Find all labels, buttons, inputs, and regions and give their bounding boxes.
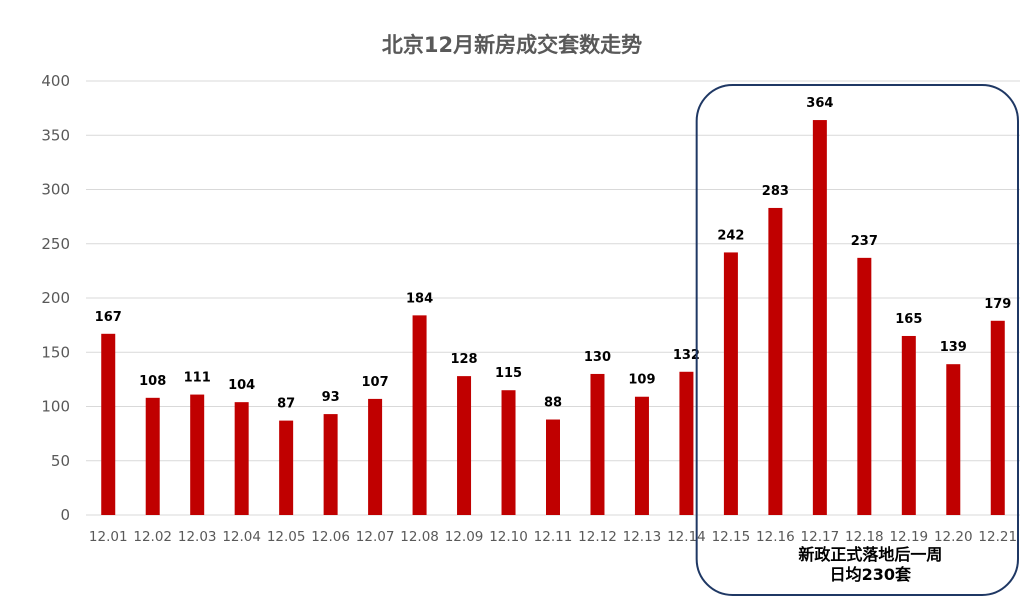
- data-label-12.05: 87: [277, 397, 295, 412]
- bar-12.03: [190, 394, 205, 515]
- bars: [101, 120, 1005, 515]
- data-label-12.07: 107: [362, 375, 389, 390]
- y-axis: 0 50 100 150 200 250 300 350 400: [41, 72, 70, 524]
- bar-12.01: [101, 333, 116, 515]
- x-tick-label: 12.10: [489, 529, 528, 545]
- y-tick-label: 50: [51, 452, 70, 470]
- y-tick-label: 300: [41, 181, 70, 199]
- bar-12.19: [901, 335, 916, 515]
- data-label-12.21: 179: [984, 297, 1011, 312]
- x-tick-label: 12.05: [267, 529, 306, 545]
- x-tick-label: 12.07: [356, 529, 395, 545]
- data-label-12.19: 165: [895, 312, 922, 327]
- x-tick-label: 12.11: [534, 529, 573, 545]
- x-tick-label: 12.13: [623, 529, 662, 545]
- x-tick-label: 12.06: [311, 529, 350, 545]
- x-tick-label: 12.04: [222, 529, 261, 545]
- data-label-12.06: 93: [322, 390, 340, 405]
- data-label-12.11: 88: [544, 396, 562, 411]
- data-label-12.12: 130: [584, 350, 611, 365]
- x-tick-label: 12.08: [400, 529, 439, 545]
- bar-12.02: [145, 397, 160, 515]
- x-tick-label: 12.21: [978, 529, 1017, 545]
- bar-12.16: [768, 207, 783, 515]
- annotation-line: 日均230套: [830, 565, 912, 584]
- data-label-12.18: 237: [851, 234, 878, 249]
- y-tick-label: 200: [41, 289, 70, 307]
- bar-12.07: [368, 398, 383, 515]
- bar-12.18: [857, 257, 872, 515]
- x-tick-label: 12.01: [89, 529, 128, 545]
- x-tick-label: 12.16: [756, 529, 795, 545]
- data-label-12.09: 128: [450, 352, 477, 367]
- chart-title: 北京12月新房成交套数走势: [382, 33, 642, 57]
- x-tick-label: 12.14: [667, 529, 706, 545]
- bar-12.10: [501, 390, 516, 515]
- data-label-12.16: 283: [762, 184, 789, 199]
- y-tick-label: 400: [41, 72, 70, 90]
- bar-12.15: [723, 252, 738, 515]
- data-label-12.04: 104: [228, 378, 255, 393]
- data-label-12.10: 115: [495, 366, 522, 381]
- bar-12.21: [990, 320, 1005, 515]
- data-label-12.17: 364: [806, 96, 833, 111]
- bar-12.11: [546, 419, 560, 515]
- x-axis: 12.01 12.02 12.03 12.04 12.05 12.06 12.07 12.08…: [89, 529, 1017, 545]
- data-label-12.13: 109: [628, 373, 655, 388]
- data-label-12.20: 139: [940, 340, 967, 355]
- data-label-12.14: 132: [673, 348, 700, 363]
- highlight-box: [695, 84, 1020, 596]
- x-tick-label: 12.09: [445, 529, 484, 545]
- data-label-12.15: 242: [717, 228, 744, 243]
- data-label-12.03: 111: [184, 371, 211, 386]
- annotation-line: 新政正式落地后一周: [798, 545, 942, 564]
- x-tick-label: 12.20: [934, 529, 973, 545]
- bar-12.14: [679, 371, 694, 515]
- data-label-12.02: 108: [139, 374, 166, 389]
- x-tick-label: 12.15: [712, 529, 751, 545]
- data-labels: 167 108 111 104 87 93 107 184 128 115 88 130 109 132 2…: [95, 96, 1012, 412]
- y-tick-label: 100: [41, 398, 70, 416]
- bar-12.12: [590, 373, 605, 515]
- x-tick-label: 12.19: [889, 529, 928, 545]
- bar-12.20: [946, 364, 961, 515]
- x-tick-label: 12.12: [578, 529, 617, 545]
- bar-12.13: [634, 396, 649, 515]
- x-tick-label: 12.03: [178, 529, 217, 545]
- data-label-12.01: 167: [95, 310, 122, 325]
- bar-12.09: [457, 376, 472, 515]
- y-tick-label: 0: [60, 506, 70, 524]
- y-tick-label: 350: [41, 126, 70, 144]
- y-tick-label: 150: [41, 343, 70, 361]
- bar-12.05: [279, 420, 294, 515]
- y-tick-label: 250: [41, 235, 70, 253]
- x-tick-label: 12.02: [133, 529, 172, 545]
- bar-12.17: [812, 120, 827, 515]
- bar-12.06: [323, 414, 338, 515]
- bar-12.08: [412, 315, 427, 515]
- data-label-12.08: 184: [406, 291, 433, 306]
- x-tick-label: 12.18: [845, 529, 884, 545]
- x-tick-label: 12.17: [801, 529, 840, 545]
- bar-12.04: [234, 402, 249, 515]
